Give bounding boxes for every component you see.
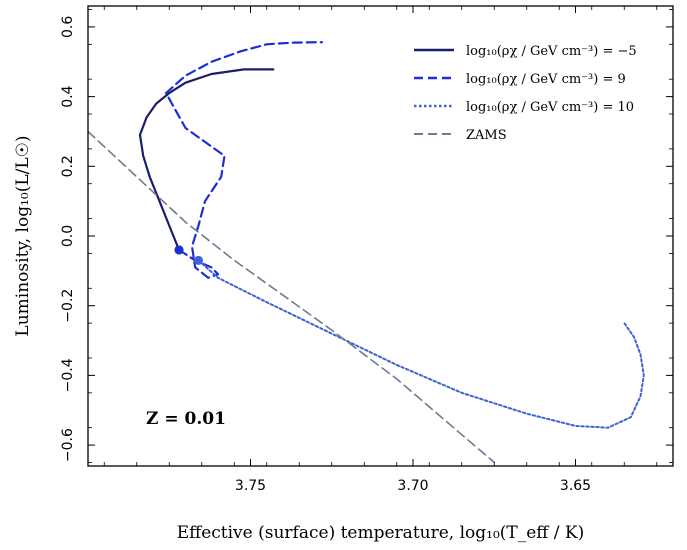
series-start-marker-1	[174, 245, 184, 255]
x-tick-label: 3.70	[397, 478, 428, 494]
x-axis-label: Effective (surface) temperature, log₁₀(T…	[177, 523, 585, 543]
x-tick-label: 3.75	[235, 478, 266, 494]
series-line-2	[197, 259, 645, 429]
y-tick-label: −0.6	[60, 428, 76, 462]
y-axis-label: Luminosity, log₁₀(L/L☉)	[13, 135, 33, 336]
y-tick-label: −0.4	[60, 358, 76, 392]
legend-label-0: log₁₀(ρχ / GeV cm⁻³) = −5	[466, 44, 637, 59]
y-tick-label: 0.4	[60, 85, 76, 107]
series-start-marker-2	[194, 255, 203, 265]
legend-label-1: log₁₀(ρχ / GeV cm⁻³) = 9	[466, 72, 626, 87]
metallicity-annotation: Z = 0.01	[146, 409, 226, 429]
legend-label-2: log₁₀(ρχ / GeV cm⁻³) = 10	[466, 100, 634, 115]
chart-series-layer	[88, 41, 645, 464]
legend: log₁₀(ρχ / GeV cm⁻³) = −5 log₁₀(ρχ / GeV …	[414, 44, 637, 143]
series-line-1	[164, 41, 324, 279]
y-tick-label: −0.2	[60, 289, 76, 323]
x-tick-label: 3.65	[560, 478, 591, 494]
y-tick-label: 0.0	[60, 225, 76, 247]
series-line-3	[88, 130, 496, 464]
y-tick-label: 0.2	[60, 155, 76, 177]
chart-ticks-layer: 3.75 3.70 3.65 −0.6 −0.4 −0.2 0.0 0.2 0.4 0.6	[60, 6, 673, 494]
plot-frame	[87, 5, 674, 467]
y-tick-label: 0.6	[60, 16, 76, 38]
series-line-0	[138, 68, 275, 251]
legend-label-3: ZAMS	[466, 128, 507, 143]
